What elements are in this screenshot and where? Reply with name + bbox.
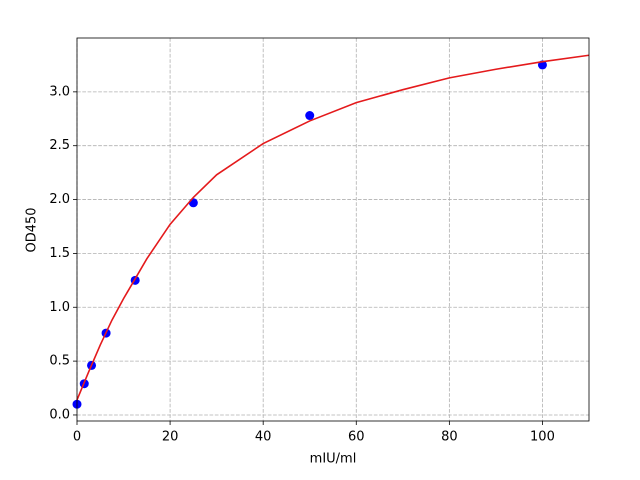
y-tick-label: 2.0 [49,192,70,207]
data-point [305,111,315,121]
grid-layer [76,38,589,421]
axes-layer: 0 20 40 60 80 100 0.0 0.5 1.0 1.5 2.0 2.5 3.0 [49,84,555,444]
x-tick-label: 40 [255,430,272,445]
y-tick-label: 2.5 [49,138,70,153]
y-tick-label: 0.5 [49,354,70,369]
y-tick-label: 1.5 [49,246,70,261]
x-tick-label: 20 [162,430,179,445]
y-axis-label: OD450 [25,207,40,252]
y-tick-label: 0.0 [49,407,70,422]
plot-frame [76,37,590,422]
x-tick-label: 0 [73,430,81,445]
x-axis-label: mIU/ml [310,452,357,467]
x-tick-label: 100 [530,430,555,445]
y-tick-label: 1.0 [49,300,70,315]
data-point [188,198,198,208]
y-tick-label: 3.0 [49,84,70,99]
x-tick-label: 60 [348,430,365,445]
x-tick-label: 80 [441,430,458,445]
marks-layer [72,54,590,409]
fit-curve [76,54,590,401]
